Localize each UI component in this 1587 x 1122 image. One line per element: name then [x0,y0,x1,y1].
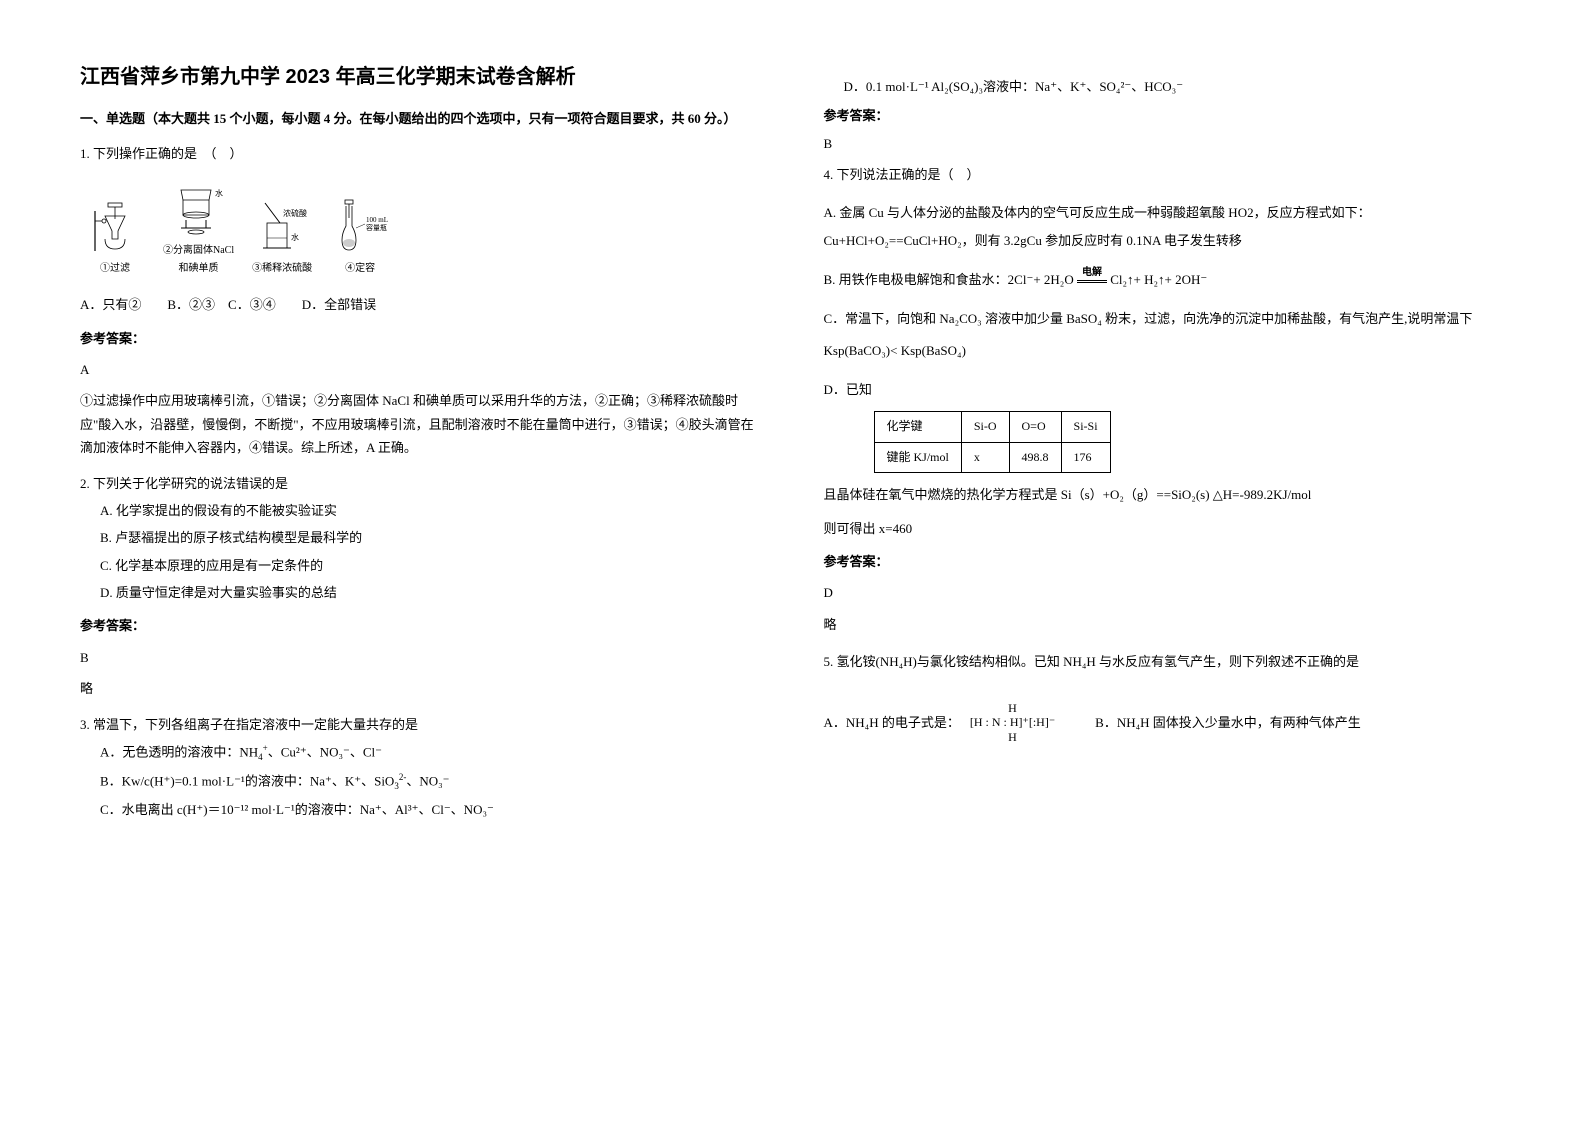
question-4: 4. 下列说法正确的是（ ） A. 金属 Cu 与人体分泌的盐酸及体内的空气可反… [824,163,1508,636]
q4-opt-b: B. 用铁作电极电解饱和食盐水：2Cl⁻+ 2H₂O 电解 Cl₂↑+ H₂↑+… [824,268,1508,291]
sublimation-icon: 水 [171,180,226,240]
q5-stem: 5. 氢化铵(NH₄H)与氯化铵结构相似。已知 NH₄H 与水反应有氢气产生，则… [824,648,1508,677]
left-column: 江西省萍乡市第九中学 2023 年高三化学期末试卷含解析 一、单选题（本大题共 … [80,60,764,834]
question-1: 1. 下列操作正确的是 （ ） [80,142,764,460]
q2-opt-b: B. 卢瑟福提出的原子核式结构模型是最科学的 [80,526,764,549]
question-2: 2. 下列关于化学研究的说法错误的是 A. 化学家提出的假设有的不能被实验证实 … [80,472,764,701]
dilute-acid-icon: 浓硫酸 水 [255,198,310,258]
table-cell: x [961,442,1009,473]
q4-opt-c: C．常温下，向饱和 Na₂CO₃ 溶液中加少量 BaSO₄ 粉末，过滤，向洗净的… [824,303,1508,365]
q1-stem: 1. 下列操作正确的是 （ ） [80,142,764,165]
question-5: 5. 氢化铵(NH₄H)与氯化铵结构相似。已知 NH₄H 与水反应有氢气产生，则… [824,648,1508,748]
q4-answer-label: 参考答案： [824,550,1508,573]
section-1-header: 一、单选题（本大题共 15 个小题，每小题 4 分。在每小题给出的四个选项中，只… [80,109,764,130]
q4-opt-d2: 且晶体硅在氧气中燃烧的热化学方程式是 Si（s）+O₂（g）==SiO₂(s) … [824,483,1508,506]
table-header-1: 化学键 [874,412,961,443]
table-cell: 498.8 [1009,442,1061,473]
diagram-3-label: ③稀释浓硫酸 [252,260,312,278]
electrolysis-label: 电解 [1077,264,1107,282]
q4-opt-d: D．已知 [824,378,1508,401]
q1-options: A．只有② B．②③ C．③④ D．全部错误 [80,293,764,316]
q3-answer-label: 参考答案： [824,105,1508,124]
table-header-2: Si-O [961,412,1009,443]
diagram-2: 水 ②分离固体NaCl 和碘单质 [163,180,234,278]
q1-diagrams: ①过滤 水 [80,175,764,283]
q2-answer: B [80,646,764,669]
right-column: D．0.1 mol·L⁻¹ Al₂(SO₄)₃溶液中：Na⁺、K⁺、SO₄²⁻、… [824,60,1508,834]
q3-opt-b: B．Kw/c(H⁺)=0.1 mol·L⁻¹的溶液中：Na⁺、K⁺、SiO32-… [80,769,764,794]
q3-opt-c: C．水电离出 c(H⁺)＝10⁻¹² mol·L⁻¹的溶液中：Na⁺、Al³⁺、… [80,798,764,821]
q5-opt-a-prefix: A．NH₄H 的电子式是： [824,711,960,734]
q3-opt-a: A．无色透明的溶液中：NH4+、Cu²⁺、NO₃⁻、Cl⁻ [80,740,764,765]
q5-opt-b: B．NH₄H 固体投入少量水中，有两种气体产生 [1095,711,1361,734]
flask-label: 容量瓶 [366,223,387,232]
question-3: 3. 常温下，下列各组离子在指定溶液中一定能大量共存的是 A．无色透明的溶液中：… [80,713,764,822]
q1-explanation: ①过滤操作中应用玻璃棒引流，①错误；②分离固体 NaCl 和碘单质可以采用升华的… [80,389,764,459]
q2-opt-d: D. 质量守恒定律是对大量实验事实的总结 [80,581,764,604]
water-label: 水 [215,188,223,198]
diagram-1-label: ①过滤 [100,260,130,278]
q1-answer: A [80,358,764,381]
q3-opt-d: D．0.1 mol·L⁻¹ Al₂(SO₄)₃溶液中：Na⁺、K⁺、SO₄²⁻、… [824,76,1508,95]
diagram-4: 100 mL 容量瓶 ④定容 [330,198,390,278]
volume-label: 100 mL [366,216,388,224]
q2-opt-a: A. 化学家提出的假设有的不能被实验证实 [80,499,764,522]
bond-energy-table: 化学键 Si-O O=O Si-Si 键能 KJ/mol x 498.8 176 [874,411,1111,473]
acid-label: 浓硫酸 [283,208,307,218]
table-cell: 键能 KJ/mol [874,442,961,473]
q4-opt-d3: 则可得出 x=460 [824,517,1508,540]
q2-explanation: 略 [80,677,764,700]
q4-answer: D [824,581,1508,604]
q4-stem: 4. 下列说法正确的是（ ） [824,163,1508,186]
filter-icon [90,201,140,256]
q4-explanation: 略 [824,613,1508,636]
q2-answer-label: 参考答案： [80,614,764,637]
diagram-3: 浓硫酸 水 ③稀释浓硫酸 [252,198,312,278]
q1-answer-label: 参考答案： [80,327,764,350]
document-title: 江西省萍乡市第九中学 2023 年高三化学期末试卷含解析 [80,60,764,89]
diagram-1: ①过滤 [85,198,145,278]
q2-stem: 2. 下列关于化学研究的说法错误的是 [80,472,764,495]
volumetric-flask-icon: 100 mL 容量瓶 [330,198,390,258]
q3-stem: 3. 常温下，下列各组离子在指定溶液中一定能大量共存的是 [80,713,764,736]
q3-answer: B [824,132,1508,155]
table-cell: 176 [1061,442,1110,473]
diagram-2-label: ②分离固体NaCl 和碘单质 [163,242,234,278]
electron-formula: H [H : N : H]⁺[:H]⁻ H [970,701,1055,744]
q2-opt-c: C. 化学基本原理的应用是有一定条件的 [80,554,764,577]
q4-opt-a: A. 金属 Cu 与人体分泌的盐酸及体内的空气可反应生成一种弱酸超氧酸 HO2，… [824,199,1508,256]
diagram-4-label: ④定容 [345,260,375,278]
table-header-3: O=O [1009,412,1061,443]
water-label-2: 水 [291,232,299,242]
table-header-4: Si-Si [1061,412,1110,443]
